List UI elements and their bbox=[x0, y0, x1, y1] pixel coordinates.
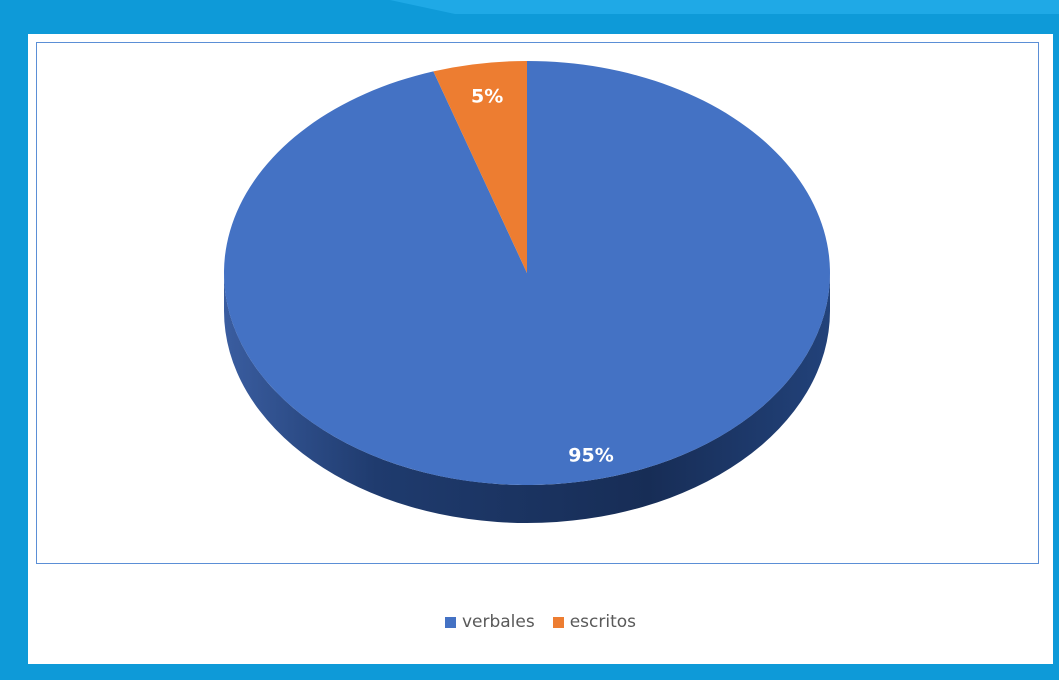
pie-slice-verbales bbox=[223, 61, 830, 486]
pie-slice-escritos bbox=[433, 61, 527, 273]
frame-accent-wedge bbox=[390, 0, 1059, 14]
data-label-verbales: 95% bbox=[568, 445, 613, 467]
chart-card: 95% 5% verbales escritos bbox=[28, 34, 1053, 664]
legend-swatch-escritos bbox=[552, 616, 564, 628]
plot-area: 95% 5% bbox=[36, 42, 1039, 564]
legend-swatch-verbales bbox=[444, 616, 456, 628]
legend: verbales escritos bbox=[28, 612, 1053, 632]
pie-side-verbales bbox=[224, 273, 830, 523]
legend-label-escritos: escritos bbox=[569, 612, 637, 632]
data-label-escritos: 5% bbox=[471, 86, 503, 108]
legend-label-verbales: verbales bbox=[461, 612, 535, 632]
legend-item-verbales: verbales bbox=[444, 612, 535, 632]
pie-chart: 95% 5% bbox=[223, 61, 830, 523]
legend-item-escritos: escritos bbox=[552, 612, 637, 632]
